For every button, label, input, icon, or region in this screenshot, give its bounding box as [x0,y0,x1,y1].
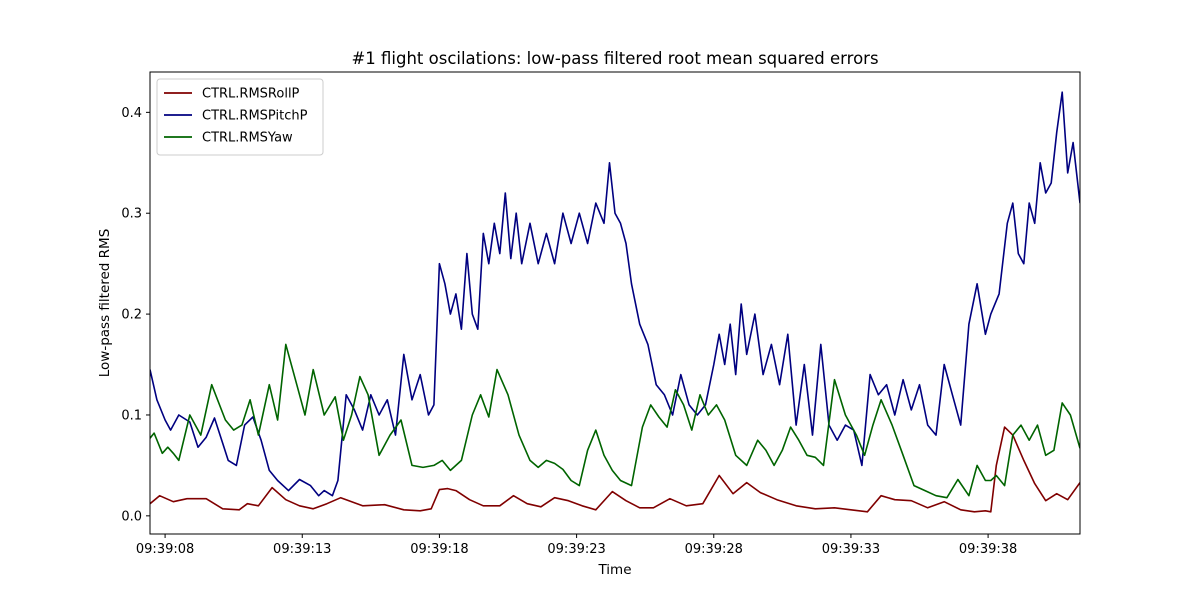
x-tick-label: 09:39:28 [685,542,743,557]
legend-entry-label: CTRL.RMSPitchP [202,109,308,124]
series-line-ctrl-rmspitchp [150,91,1080,497]
y-axis-label: Low-pass filtered RMS [97,229,113,378]
y-tick-label: 0.3 [121,207,142,222]
x-tick-label: 09:39:08 [136,542,194,557]
y-tick-label: 0.2 [121,308,142,323]
y-tick-label: 0.1 [121,408,142,423]
x-tick-label: 09:39:23 [547,542,605,557]
legend: CTRL.RMSRollP CTRL.RMSPitchP CTRL.RMSYaw [156,78,324,156]
x-tick-label: 09:39:38 [959,542,1017,557]
series-line-ctrl-rmsrollp [150,426,1080,513]
series-line-ctrl-rmsyaw [150,343,1080,499]
x-axis: 09:39:08 09:39:13 09:39:18 09:39:23 09:39:28… [136,534,1017,557]
series-layer [150,91,1080,513]
legend-entry-label: CTRL.RMSRollP [202,87,300,102]
x-axis-label: Time [597,562,631,578]
chart-title: #1 flight oscilations: low-pass filtered… [351,49,878,68]
x-tick-label: 09:39:18 [410,542,468,557]
y-tick-label: 0.4 [121,106,142,121]
y-axis: 0.0 0.1 0.2 0.3 0.4 [121,106,150,524]
y-tick-label: 0.0 [121,509,142,524]
x-tick-label: 09:39:33 [822,542,880,557]
legend-entry-label: CTRL.RMSYaw [202,131,293,146]
x-tick-label: 09:39:13 [273,542,331,557]
plot-frame [149,71,1081,535]
legend-box [156,78,324,156]
